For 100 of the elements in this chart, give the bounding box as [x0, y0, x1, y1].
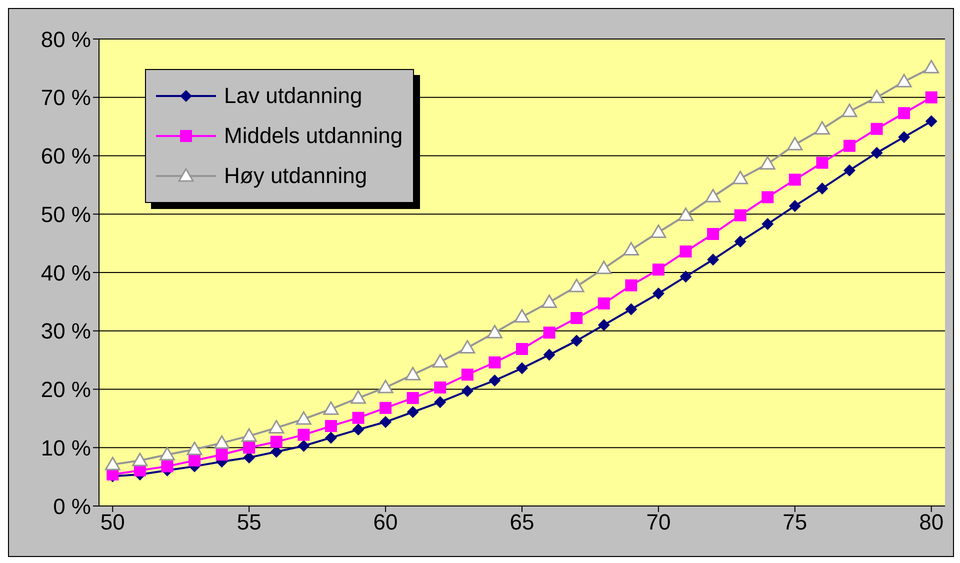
y-tick-label: 30 %	[40, 318, 91, 344]
y-tick-label: 50 %	[40, 202, 91, 227]
point	[323, 401, 339, 415]
point	[788, 200, 801, 212]
point	[650, 224, 666, 238]
point	[734, 209, 746, 222]
point	[159, 446, 175, 460]
x-tick-label: 70	[646, 510, 671, 535]
point	[488, 374, 501, 386]
point	[898, 131, 910, 144]
point	[241, 428, 257, 442]
point	[598, 319, 610, 332]
point	[405, 366, 421, 380]
legend-label: Middels utdanning	[224, 123, 403, 149]
point	[816, 156, 828, 169]
point	[268, 420, 284, 434]
point	[705, 188, 721, 202]
point	[869, 90, 885, 104]
y-tick-label: 80 %	[40, 26, 91, 52]
point	[352, 412, 364, 424]
legend-label: Lav utdanning	[224, 83, 362, 109]
point	[161, 460, 174, 472]
y-tick-label: 10 %	[40, 435, 91, 460]
point	[214, 435, 230, 449]
point	[762, 191, 774, 204]
point	[896, 74, 912, 88]
point	[816, 182, 828, 194]
point	[652, 264, 664, 276]
point	[514, 309, 530, 323]
x-tick-label: 55	[236, 510, 262, 535]
point	[925, 91, 938, 104]
point	[298, 440, 310, 452]
point	[870, 122, 883, 135]
point	[707, 228, 720, 240]
x-tick-label: 75	[782, 510, 808, 535]
point	[461, 385, 474, 397]
point	[925, 115, 938, 128]
point	[406, 392, 419, 404]
point	[760, 156, 776, 170]
point	[188, 454, 201, 466]
point	[762, 218, 774, 230]
point	[298, 428, 310, 441]
point	[461, 368, 474, 381]
point	[870, 146, 883, 159]
point	[378, 380, 394, 394]
y-tick-label: 40 %	[40, 260, 91, 286]
point	[732, 170, 748, 184]
y-tick-label: 60 %	[40, 144, 91, 169]
point	[625, 303, 638, 316]
point	[486, 324, 502, 338]
point	[570, 312, 583, 324]
x-tick-label: 80	[919, 510, 944, 535]
point	[350, 390, 366, 404]
point	[842, 104, 858, 118]
point	[432, 354, 448, 368]
point	[623, 242, 639, 256]
point	[543, 326, 556, 339]
point	[488, 356, 501, 368]
point	[625, 279, 638, 292]
point	[707, 254, 720, 266]
point	[324, 432, 337, 444]
point	[296, 411, 312, 425]
point	[843, 140, 856, 152]
point	[186, 442, 202, 456]
point	[243, 442, 256, 454]
point	[570, 334, 583, 347]
point	[734, 236, 746, 248]
legend-label: Høy utdanning	[224, 163, 368, 189]
point	[542, 294, 558, 308]
y-tick-label: 20 %	[40, 377, 91, 402]
point	[924, 60, 940, 74]
x-tick-label: 50	[100, 510, 125, 535]
point	[270, 436, 282, 448]
point	[843, 164, 856, 176]
point	[814, 121, 830, 135]
point	[216, 448, 228, 461]
point	[380, 416, 392, 428]
point	[434, 382, 446, 394]
point	[460, 340, 476, 354]
x-tick-label: 65	[510, 510, 534, 535]
point	[680, 245, 692, 258]
point	[680, 270, 692, 283]
y-tick-label: 70 %	[40, 85, 91, 110]
point	[434, 396, 446, 408]
point	[787, 136, 803, 150]
point	[406, 406, 419, 418]
point	[598, 297, 610, 310]
point	[516, 362, 528, 374]
point	[104, 456, 120, 470]
point	[380, 402, 392, 414]
point	[898, 107, 910, 120]
point	[543, 348, 556, 361]
point	[678, 208, 694, 222]
point	[324, 420, 337, 432]
point	[568, 278, 584, 292]
y-tick-label: 0 %	[53, 494, 91, 519]
point	[516, 342, 528, 355]
point	[132, 452, 148, 466]
point	[788, 174, 801, 186]
x-tick-label: 60	[373, 510, 398, 535]
